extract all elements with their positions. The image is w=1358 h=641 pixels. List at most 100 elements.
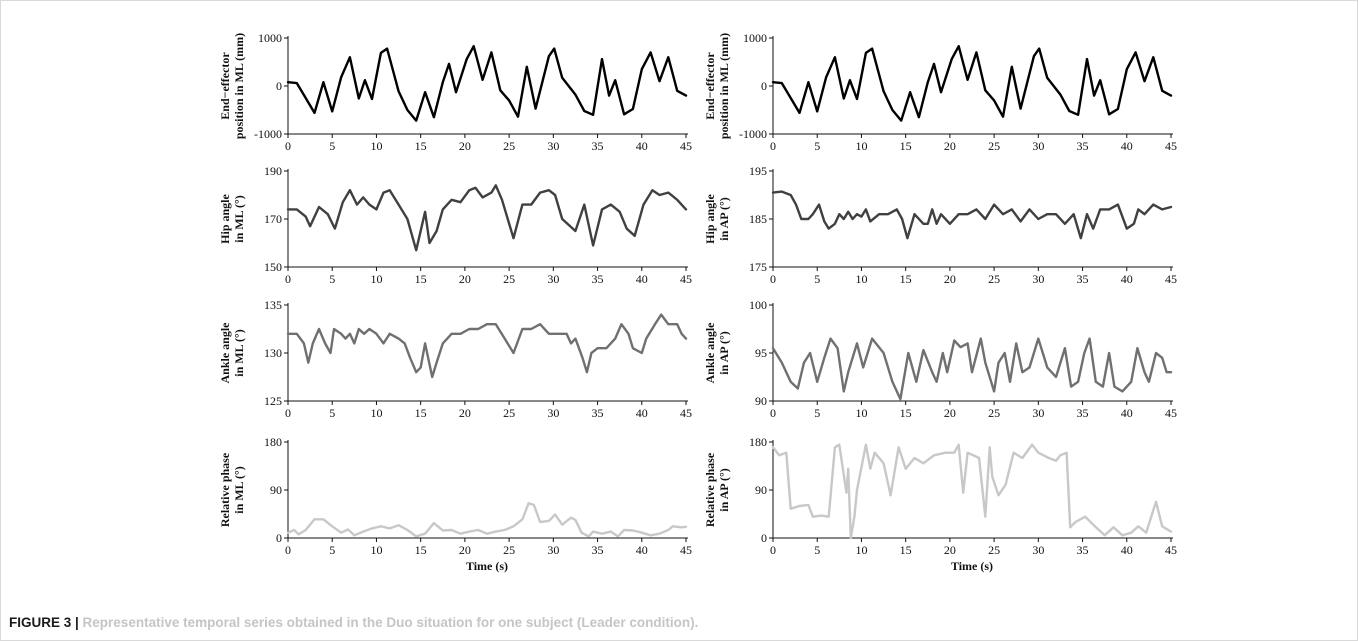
x-tick-label: 40 (1121, 543, 1133, 557)
x-tick-label: 30 (547, 139, 559, 153)
y-axis-label-line: Ankle angle (218, 322, 232, 384)
series-line-1 (771, 443, 1173, 540)
y-tick-label: 0 (276, 531, 282, 545)
y-axis-label: Hip anglein ML (°) (218, 193, 246, 243)
y-axis-label-line: position in ML (mm) (717, 33, 731, 139)
x-tick-label: 20 (459, 543, 471, 557)
x-tick-label: 45 (1165, 139, 1177, 153)
x-tick-label: 35 (592, 406, 604, 420)
x-tick-label: 15 (415, 406, 427, 420)
x-tick-label: 45 (1165, 543, 1177, 557)
x-tick-label: 35 (1077, 543, 1089, 557)
y-axis-label-line: End−effector (703, 52, 717, 120)
x-tick-label: 5 (329, 406, 335, 420)
x-tick-label: 5 (814, 543, 820, 557)
y-tick-label: 150 (264, 260, 282, 274)
x-tick-label: 0 (285, 406, 291, 420)
x-tick-label: 15 (900, 139, 912, 153)
y-tick-label: 125 (264, 394, 282, 408)
y-axis-label-line: in ML (°) (232, 466, 246, 513)
x-tick-label: 35 (592, 272, 604, 286)
x-tick-label: 25 (988, 139, 1000, 153)
x-tick-label: 0 (770, 272, 776, 286)
y-tick-label: 0 (276, 79, 282, 93)
x-tick-label: 40 (1121, 272, 1133, 286)
x-tick-label: 15 (415, 272, 427, 286)
x-tick-label: 20 (944, 543, 956, 557)
x-tick-label: 30 (1032, 543, 1044, 557)
x-tick-label: 10 (855, 272, 867, 286)
caption-text: Representative temporal series obtained … (82, 615, 699, 630)
chart-panel-3: 150 170 190 0 5 10 15 20 25 30 35 40 45 Hip anglein M… (218, 164, 692, 286)
x-tick-label: 25 (503, 272, 515, 286)
x-tick-label: 15 (415, 139, 427, 153)
y-tick-label: -1000 (254, 127, 282, 141)
chart-panel-8: 0 90 180 0 5 10 15 20 25 30 35 40 45 Relative phasein… (703, 435, 1177, 573)
chart-panel-7: 0 90 180 0 5 10 15 20 25 30 35 40 45 Relative phasein… (218, 435, 692, 573)
x-tick-label: 40 (1121, 406, 1133, 420)
y-axis-label-line: Relative phase (703, 452, 717, 527)
y-tick-label: 175 (749, 260, 767, 274)
y-tick-label: 135 (264, 298, 282, 312)
x-tick-label: 45 (680, 406, 692, 420)
x-tick-label: 40 (1121, 139, 1133, 153)
figure-caption: FIGURE 3 | Representative temporal serie… (9, 615, 1339, 630)
y-axis-label-line: in AP (°) (717, 468, 731, 511)
y-tick-label: 90 (755, 483, 767, 497)
x-tick-label: 45 (680, 139, 692, 153)
y-axis-label-line: Relative phase (218, 452, 232, 527)
x-axis-label: Time (s) (466, 559, 508, 573)
series-line-1 (286, 184, 688, 252)
y-axis-label-line: in AP (°) (717, 331, 731, 374)
x-tick-label: 45 (1165, 272, 1177, 286)
x-tick-label: 25 (988, 406, 1000, 420)
x-tick-label: 20 (459, 272, 471, 286)
x-tick-label: 25 (503, 139, 515, 153)
series-line-1 (771, 45, 1173, 122)
x-tick-label: 30 (1032, 139, 1044, 153)
y-tick-label: 180 (749, 435, 767, 449)
y-axis-label: Relative phasein AP (°) (703, 452, 731, 527)
x-tick-label: 30 (1032, 406, 1044, 420)
x-tick-label: 40 (636, 139, 648, 153)
y-axis-label-line: in ML (°) (232, 329, 246, 376)
x-tick-label: 20 (944, 406, 956, 420)
x-tick-label: 10 (370, 543, 382, 557)
y-axis-label-line: position in ML (mm) (232, 33, 246, 139)
y-tick-label: 0 (761, 531, 767, 545)
y-axis-label: Relative phasein ML (°) (218, 452, 246, 527)
y-tick-label: 95 (755, 346, 767, 360)
y-tick-label: 180 (264, 435, 282, 449)
x-tick-label: 45 (1165, 406, 1177, 420)
y-axis-label: Ankle anglein AP (°) (703, 322, 731, 384)
x-tick-label: 5 (329, 543, 335, 557)
x-tick-label: 35 (592, 139, 604, 153)
y-axis-label-line: Hip angle (703, 193, 717, 243)
x-tick-label: 0 (285, 272, 291, 286)
x-tick-label: 20 (944, 272, 956, 286)
y-tick-label: -1000 (739, 127, 767, 141)
x-tick-label: 10 (370, 272, 382, 286)
x-tick-label: 5 (329, 139, 335, 153)
chart-panel-5: 125 130 135 0 5 10 15 20 25 30 35 40 45 Ankle anglein… (218, 298, 692, 420)
x-tick-label: 25 (503, 406, 515, 420)
x-tick-label: 5 (329, 272, 335, 286)
y-tick-label: 1000 (743, 31, 767, 45)
y-axis-label: End−effectorposition in ML (mm) (703, 33, 731, 139)
series-line-1 (286, 502, 688, 538)
caption-label: FIGURE 3 | (9, 615, 83, 630)
x-tick-label: 40 (636, 543, 648, 557)
series-line-1 (771, 337, 1173, 401)
x-tick-label: 30 (547, 543, 559, 557)
y-axis-label-line: End−effector (218, 52, 232, 120)
x-tick-label: 10 (855, 406, 867, 420)
x-tick-label: 45 (680, 543, 692, 557)
x-tick-label: 15 (900, 543, 912, 557)
x-tick-label: 15 (900, 272, 912, 286)
x-tick-label: 35 (592, 543, 604, 557)
y-tick-label: 100 (749, 298, 767, 312)
x-tick-label: 10 (855, 139, 867, 153)
